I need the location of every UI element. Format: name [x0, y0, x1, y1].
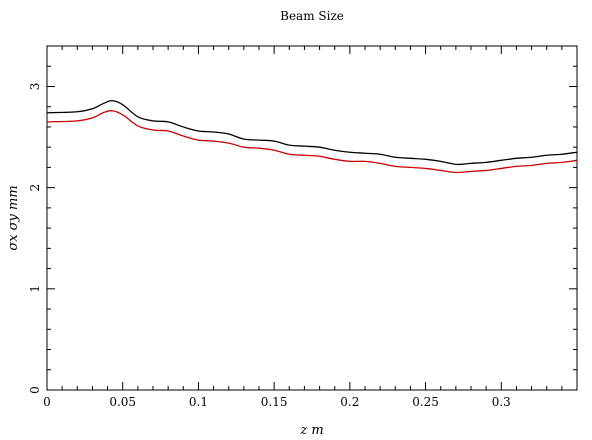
y-axis-label: σx σy mm [6, 185, 21, 250]
x-tick-label: 0.2 [340, 395, 359, 409]
y-tick-label: 3 [28, 83, 42, 91]
x-tick-label: 0.1 [189, 395, 208, 409]
y-tick-label: 1 [28, 285, 42, 293]
x-tick-label: 0 [43, 395, 51, 409]
x-tick-labels: 0 0.05 0.1 0.15 0.2 0.25 0.3 [43, 395, 511, 409]
y-tick-label: 0 [28, 386, 42, 394]
plot-frame [46, 45, 578, 391]
series-line-red [46, 110, 578, 174]
series-layer [46, 99, 578, 174]
axis-ticks [46, 45, 578, 391]
series-line-black [46, 99, 578, 166]
x-tick-label: 0.25 [412, 395, 439, 409]
x-tick-label: 0.05 [109, 395, 136, 409]
y-tick-label: 2 [28, 184, 42, 192]
y-tick-labels: 0 1 2 3 [28, 83, 42, 394]
chart-title: Beam Size [280, 9, 344, 23]
x-tick-label: 0.15 [261, 395, 288, 409]
x-axis-label: z m [299, 423, 323, 438]
x-tick-label: 0.3 [492, 395, 511, 409]
